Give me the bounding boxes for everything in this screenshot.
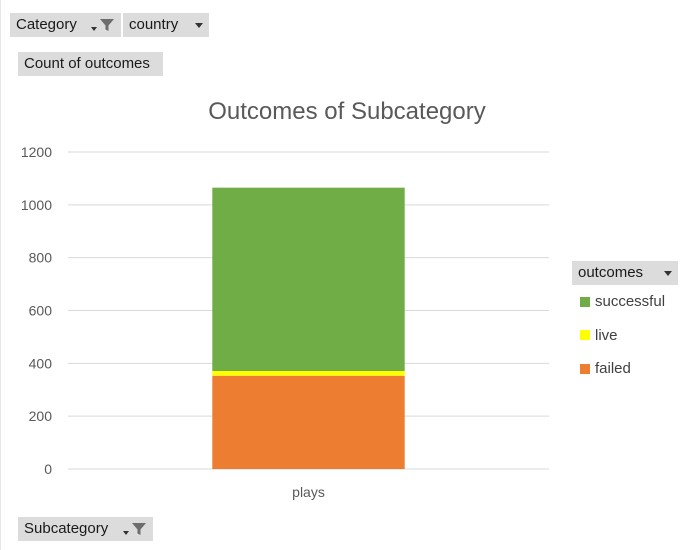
legend-label: successful <box>595 293 666 310</box>
y-tick-label: 800 <box>29 250 53 266</box>
chevron-down-icon <box>195 22 203 28</box>
y-tick-label: 0 <box>44 461 52 477</box>
legend-item-live: live <box>580 327 618 344</box>
dropdown-arrow-icon <box>91 27 97 31</box>
legend-item-successful: successful <box>580 293 665 310</box>
country-filter-label: country <box>129 16 179 33</box>
bar-segment-successful <box>212 187 405 371</box>
chart-title: Outcomes of Subcategory <box>208 98 485 125</box>
y-tick-label: 600 <box>29 303 53 319</box>
bar-segment-failed <box>212 375 405 469</box>
sheet-edge-line <box>0 0 1 550</box>
chevron-down-icon <box>664 270 672 276</box>
subcategory-axis-label: Subcategory <box>24 520 109 537</box>
y-tick-label: 200 <box>29 408 53 424</box>
outcomes-legend-button[interactable]: outcomes <box>572 261 678 285</box>
legend-swatch <box>580 296 590 307</box>
values-field-label: Count of outcomes <box>24 55 150 72</box>
dropdown-arrow-icon <box>123 531 129 535</box>
bar-segment-live <box>212 370 405 376</box>
values-field-button[interactable]: Count of outcomes <box>18 52 163 76</box>
legend-item-failed: failed <box>580 360 631 377</box>
y-tick-label: 400 <box>29 355 53 371</box>
subcategory-axis-button[interactable]: Subcategory <box>18 517 153 541</box>
country-filter-button[interactable]: country <box>123 13 209 37</box>
filter-funnel-icon <box>132 523 146 535</box>
category-filter-button[interactable]: Category <box>10 13 121 37</box>
legend-swatch <box>580 363 590 374</box>
category-filter-label: Category <box>16 16 77 33</box>
legend-label: live <box>595 326 618 344</box>
filter-funnel-icon <box>100 19 114 31</box>
y-tick-label: 1200 <box>21 144 52 160</box>
y-tick-label: 1000 <box>21 197 52 213</box>
legend-swatch <box>580 330 590 340</box>
legend-label: failed <box>595 360 631 377</box>
x-tick-label: plays <box>292 484 325 500</box>
outcomes-legend-label: outcomes <box>578 264 644 281</box>
